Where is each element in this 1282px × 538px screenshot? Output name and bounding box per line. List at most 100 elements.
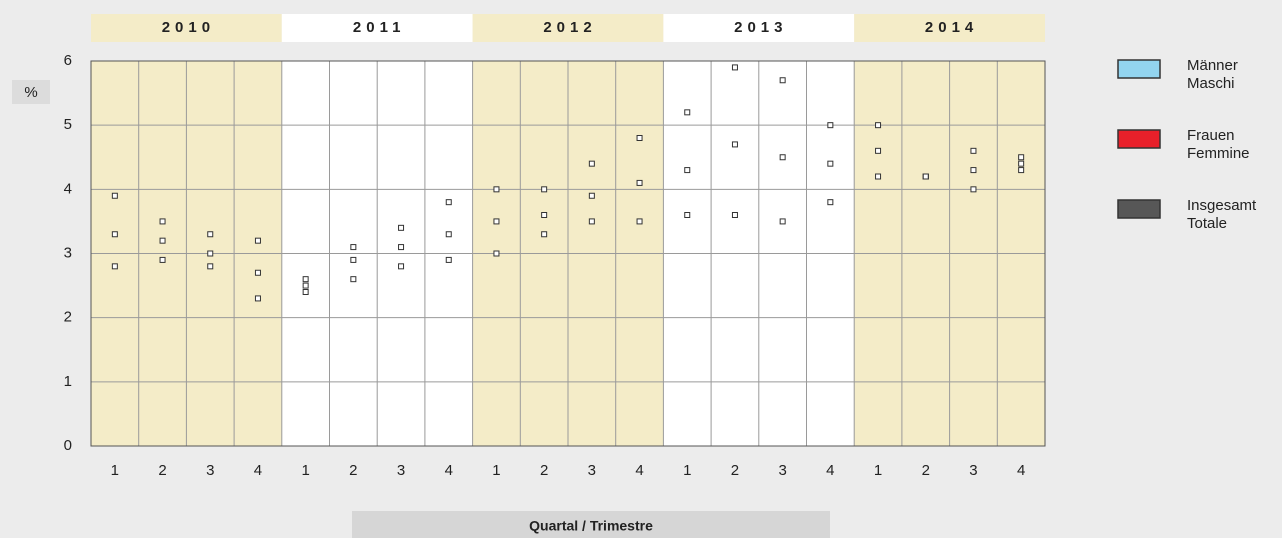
marker <box>350 276 357 283</box>
marker <box>398 263 405 270</box>
marker <box>159 237 166 244</box>
marker <box>445 199 452 206</box>
y-tick-label: 5 <box>64 116 72 133</box>
x-tick-label: 2 <box>349 462 357 479</box>
marker <box>398 224 405 231</box>
x-tick-label: 1 <box>492 462 500 479</box>
marker <box>398 244 405 251</box>
y-axis-label: % <box>24 84 37 101</box>
x-tick-label: 3 <box>778 462 786 479</box>
marker <box>254 295 261 302</box>
year-band <box>854 14 1045 42</box>
marker <box>111 231 118 238</box>
y-tick-label: 3 <box>64 244 72 261</box>
x-tick-label: 2 <box>731 462 739 479</box>
marker <box>779 77 786 84</box>
x-tick-label: 1 <box>683 462 691 479</box>
marker <box>493 186 500 193</box>
marker <box>779 218 786 225</box>
marker <box>875 122 882 129</box>
marker <box>159 218 166 225</box>
marker <box>207 263 214 270</box>
marker <box>588 192 595 199</box>
legend-label: Totale <box>1187 215 1227 232</box>
marker <box>588 160 595 167</box>
marker <box>493 250 500 257</box>
x-tick-label: 4 <box>826 462 834 479</box>
marker <box>779 154 786 161</box>
marker <box>350 256 357 263</box>
marker <box>684 109 691 116</box>
y-tick-label: 4 <box>64 180 72 197</box>
marker <box>875 147 882 154</box>
marker <box>636 218 643 225</box>
y-tick-label: 0 <box>64 437 72 454</box>
marker <box>731 64 738 71</box>
x-tick-label: 3 <box>206 462 214 479</box>
marker <box>684 167 691 174</box>
x-tick-label: 3 <box>397 462 405 479</box>
legend-label: Maschi <box>1187 75 1235 92</box>
marker <box>875 173 882 180</box>
marker <box>970 186 977 193</box>
marker <box>1018 154 1025 161</box>
marker <box>493 218 500 225</box>
year-band <box>472 14 664 42</box>
y-tick-label: 1 <box>64 373 72 390</box>
marker <box>1018 160 1025 167</box>
legend-label: Männer <box>1187 57 1238 74</box>
marker <box>731 141 738 148</box>
x-tick-label: 1 <box>874 462 882 479</box>
x-axis-label: Quartal / Trimestre <box>529 518 653 534</box>
x-tick-label: 2 <box>158 462 166 479</box>
legend-label: Femmine <box>1187 145 1250 162</box>
x-tick-label: 1 <box>111 462 119 479</box>
legend-swatch <box>1117 199 1161 219</box>
marker <box>302 282 309 289</box>
y-tick-label: 6 <box>64 52 72 69</box>
year-label: 2012 <box>543 19 596 36</box>
marker <box>159 256 166 263</box>
legend-label: Frauen <box>1187 127 1235 144</box>
year-label: 2014 <box>925 19 978 36</box>
y-label-box <box>12 80 50 104</box>
year-label: 2013 <box>734 19 787 36</box>
legend-swatch <box>1117 59 1161 79</box>
x-tick-label: 2 <box>922 462 930 479</box>
marker <box>1018 167 1025 174</box>
year-band <box>91 14 282 42</box>
marker <box>254 237 261 244</box>
marker <box>302 289 309 295</box>
x-label-box <box>352 511 830 538</box>
marker <box>350 244 357 251</box>
year-band <box>663 14 855 42</box>
marker <box>445 231 452 238</box>
marker <box>541 231 548 238</box>
marker <box>111 263 118 270</box>
x-tick-label: 4 <box>254 462 262 479</box>
x-tick-label: 4 <box>635 462 643 479</box>
marker <box>207 250 214 257</box>
marker <box>827 199 834 206</box>
x-tick-label: 1 <box>301 462 309 479</box>
marker <box>636 135 643 141</box>
x-tick-label: 4 <box>1017 462 1025 479</box>
marker <box>302 276 309 283</box>
marker <box>111 192 118 199</box>
marker <box>541 212 548 218</box>
marker <box>684 212 691 218</box>
marker <box>636 179 643 186</box>
marker <box>445 256 452 263</box>
x-tick-label: 2 <box>540 462 548 479</box>
year-label: 2010 <box>162 19 215 36</box>
plot-frame <box>90 60 1046 447</box>
year-band <box>281 14 473 42</box>
legend-label: Insgesamt <box>1187 197 1257 214</box>
year-label: 2011 <box>353 19 406 36</box>
marker <box>541 186 548 193</box>
y-tick-label: 2 <box>64 309 72 326</box>
x-tick-label: 4 <box>445 462 453 479</box>
marker <box>207 231 214 238</box>
